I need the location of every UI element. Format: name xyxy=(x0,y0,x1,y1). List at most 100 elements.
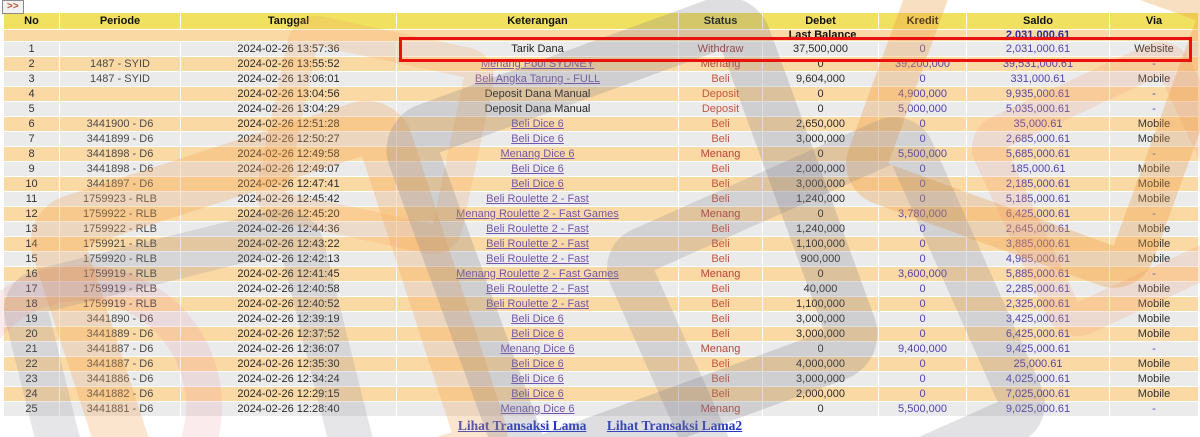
cell-tanggal: 2024-02-26 12:49:07 xyxy=(181,162,396,176)
cell-kredit: 3,780,000 xyxy=(879,207,966,221)
cell-periode: 3441898 - D6 xyxy=(60,147,180,161)
transaction-row: 1 2024-02-26 13:57:36 Tarik Dana Withdraw 37… xyxy=(4,42,1198,56)
cell-periode: 1759919 - RLB xyxy=(60,267,180,281)
cell-no: 6 xyxy=(4,117,59,131)
cell-debet: 0 xyxy=(763,147,878,161)
cell-status: Beli xyxy=(679,387,762,401)
cell-keterangan: Menang Roulette 2 - Fast Games xyxy=(397,207,678,221)
transaction-detail-link[interactable]: Beli Roulette 2 - Fast xyxy=(486,297,589,310)
cell-debet: 3,000,000 xyxy=(763,372,878,386)
transaction-detail-link[interactable]: Menang Roulette 2 - Fast Games xyxy=(456,207,619,220)
lihat-transaksi-lama-link[interactable]: Lihat Transaksi Lama xyxy=(457,418,587,433)
transaction-row: 21 3441887 - D6 2024-02-26 12:36:07 Menang … xyxy=(4,342,1198,356)
lihat-transaksi-lama2-link[interactable]: Lihat Transaksi Lama2 xyxy=(606,418,743,433)
cell-periode: 1759922 - RLB xyxy=(60,222,180,236)
cell-debet: 9,604,000 xyxy=(763,72,878,86)
cell-no: 5 xyxy=(4,102,59,116)
transaction-detail-link[interactable]: Beli Roulette 2 - Fast xyxy=(486,192,589,205)
cell-kredit: 0 xyxy=(879,357,966,371)
transaction-detail-link[interactable]: Beli Dice 6 xyxy=(511,387,564,400)
transaction-detail-link[interactable]: Beli Roulette 2 - Fast xyxy=(486,282,589,295)
transaction-row: 6 3441900 - D6 2024-02-26 12:51:28 Beli Dic… xyxy=(4,117,1198,131)
transaction-detail-link[interactable]: Beli Roulette 2 - Fast xyxy=(486,222,589,235)
transaction-detail-link[interactable]: Menang Dice 6 xyxy=(500,147,575,160)
cell-periode: 1759923 - RLB xyxy=(60,192,180,206)
cell-via: - xyxy=(1110,267,1198,281)
col-header-saldo: Saldo xyxy=(967,13,1109,29)
last-balance-row: Last Balance 2.031.000.61 xyxy=(4,30,1198,41)
transaction-row: 17 1759919 - RLB 2024-02-26 12:40:58 Beli R… xyxy=(4,282,1198,296)
cell-status: Deposit xyxy=(679,87,762,101)
cell-tanggal: 2024-02-26 12:50:27 xyxy=(181,132,396,146)
cell-no: 18 xyxy=(4,297,59,311)
cell-status: Beli xyxy=(679,132,762,146)
transaction-detail-link[interactable]: Beli Dice 6 xyxy=(511,162,564,175)
transaction-detail-link[interactable]: Beli Roulette 2 - Fast xyxy=(486,237,589,250)
cell-tanggal: 2024-02-26 13:55:52 xyxy=(181,57,396,71)
frame-scroll-button[interactable]: >> xyxy=(2,0,24,14)
transaction-detail-link[interactable]: Menang Pool SYDNEY xyxy=(480,57,595,70)
transaction-detail-link[interactable]: Beli Dice 6 xyxy=(511,327,564,340)
cell-kredit: 0 xyxy=(879,372,966,386)
transaction-row: 16 1759919 - RLB 2024-02-26 12:41:45 Menang… xyxy=(4,267,1198,281)
transaction-detail-link[interactable]: Beli Dice 6 xyxy=(511,177,564,190)
transaction-detail-link[interactable]: Beli Dice 6 xyxy=(511,357,564,370)
col-header-status: Status xyxy=(679,13,762,29)
cell-kredit: 0 xyxy=(879,42,966,56)
cell-via: Mobile xyxy=(1110,387,1198,401)
cell-via: Mobile xyxy=(1110,297,1198,311)
last-balance-value-link[interactable]: 2.031.000.61 xyxy=(1005,30,1071,41)
cell-saldo: 4,025,000.61 xyxy=(967,372,1109,386)
cell-keterangan: Menang Dice 6 xyxy=(397,402,678,416)
transaction-detail-link[interactable]: Menang Roulette 2 - Fast Games xyxy=(456,267,619,280)
cell-keterangan: Menang Pool SYDNEY xyxy=(397,57,678,71)
col-header-tanggal: Tanggal xyxy=(181,13,396,29)
transaction-row: 25 3441881 - D6 2024-02-26 12:28:40 Menang … xyxy=(4,402,1198,416)
cell-status: Beli xyxy=(679,192,762,206)
cell-saldo: 2,285,000.61 xyxy=(967,282,1109,296)
transaction-detail-link[interactable]: Menang Dice 6 xyxy=(500,402,575,415)
cell-periode: 1487 - SYID xyxy=(60,72,180,86)
transaction-detail-link[interactable]: Beli Dice 6 xyxy=(511,117,564,130)
cell-saldo: 9,425,000.61 xyxy=(967,342,1109,356)
cell-kredit: 39,200,000 xyxy=(879,57,966,71)
transaction-detail-link[interactable]: Beli Angka Tarung - FULL xyxy=(474,72,601,85)
cell-via: Mobile xyxy=(1110,222,1198,236)
cell-keterangan: Tarik Dana xyxy=(397,42,678,56)
transaction-row: 19 3441890 - D6 2024-02-26 12:39:19 Beli Di… xyxy=(4,312,1198,326)
transaction-detail-link[interactable]: Beli Dice 6 xyxy=(511,312,564,325)
cell-keterangan: Beli Dice 6 xyxy=(397,177,678,191)
cell-tanggal: 2024-02-26 12:42:13 xyxy=(181,252,396,266)
cell-keterangan: Beli Dice 6 xyxy=(397,387,678,401)
transaction-detail-link[interactable]: Beli Dice 6 xyxy=(511,132,564,145)
cell-periode: 1759920 - RLB xyxy=(60,252,180,266)
cell-no: 12 xyxy=(4,207,59,221)
cell-kredit: 0 xyxy=(879,252,966,266)
cell-tanggal: 2024-02-26 13:04:29 xyxy=(181,102,396,116)
transaction-row: 18 1759919 - RLB 2024-02-26 12:40:52 Beli R… xyxy=(4,297,1198,311)
cell-no: 8 xyxy=(4,147,59,161)
cell-via: Mobile xyxy=(1110,312,1198,326)
cell-tanggal: 2024-02-26 12:49:58 xyxy=(181,147,396,161)
transaction-detail-link[interactable]: Beli Roulette 2 - Fast xyxy=(486,252,589,265)
cell-debet: 40,000 xyxy=(763,282,878,296)
cell-status: Menang xyxy=(679,147,762,161)
cell-keterangan: Beli Dice 6 xyxy=(397,357,678,371)
transaction-table: No Periode Tanggal Keterangan Status Deb… xyxy=(3,12,1199,417)
cell-keterangan: Beli Dice 6 xyxy=(397,117,678,131)
cell-status: Beli xyxy=(679,237,762,251)
cell-saldo: 331,000.61 xyxy=(967,72,1109,86)
cell-keterangan: Menang Roulette 2 - Fast Games xyxy=(397,267,678,281)
transaction-detail-link[interactable]: Beli Dice 6 xyxy=(511,372,564,385)
cell-periode: 3441881 - D6 xyxy=(60,402,180,416)
cell-no: 9 xyxy=(4,162,59,176)
transaction-detail-link[interactable]: Menang Dice 6 xyxy=(500,342,575,355)
cell-via: Mobile xyxy=(1110,327,1198,341)
cell-saldo: 3,885,000.61 xyxy=(967,237,1109,251)
cell-debet: 3,000,000 xyxy=(763,177,878,191)
cell-saldo: 4,985,000.61 xyxy=(967,252,1109,266)
cell-status: Menang xyxy=(679,57,762,71)
transaction-row: 7 3441899 - D6 2024-02-26 12:50:27 Beli Dic… xyxy=(4,132,1198,146)
cell-tanggal: 2024-02-26 13:57:36 xyxy=(181,42,396,56)
cell-saldo: 6,425,000.61 xyxy=(967,207,1109,221)
